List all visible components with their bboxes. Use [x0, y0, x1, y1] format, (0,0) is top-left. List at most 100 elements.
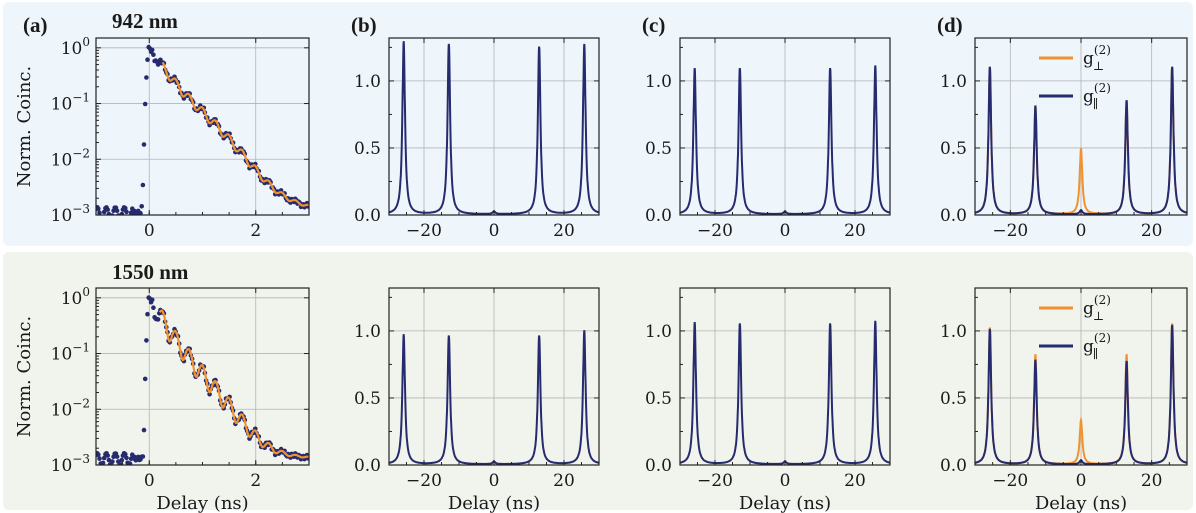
x-tick-label: −20: [697, 471, 733, 491]
fit-line: [158, 309, 309, 459]
y-tick-label: 0.0: [940, 456, 967, 476]
y-tick-exponent: 0: [82, 35, 90, 49]
data-point: [123, 451, 128, 457]
y-tick-label: 1.0: [940, 322, 967, 342]
y-tick-label: 0.5: [354, 389, 381, 409]
data-point: [96, 206, 101, 211]
data-point: [106, 211, 112, 215]
legend-base: g: [1083, 87, 1094, 107]
x-tick-label: 2: [250, 221, 261, 241]
legend-sup: (2): [1094, 81, 1111, 95]
x-tick-label: −20: [992, 471, 1028, 491]
x-tick-label: 0: [489, 221, 500, 241]
data-point: [155, 317, 161, 322]
y-tick-label: 1.0: [354, 72, 381, 92]
row-1-background: [3, 2, 1193, 246]
y-tick-exponent: −2: [72, 396, 90, 410]
data-point: [106, 457, 112, 463]
x-tick-label: 0: [144, 221, 155, 241]
x-tick-label: −20: [992, 221, 1028, 241]
data-point: [119, 457, 125, 463]
y-tick-exponent: −2: [72, 146, 90, 160]
data-point: [151, 305, 156, 311]
x-tick-label: −20: [406, 221, 442, 241]
legend-base: g: [1083, 337, 1094, 357]
x-axis-label: Delay (ns): [156, 493, 248, 513]
x-tick-label: 20: [1141, 471, 1163, 491]
data-point: [110, 459, 115, 464]
data-point: [140, 454, 146, 459]
data-point: [149, 47, 155, 53]
y-tick-label: 10−2: [51, 396, 90, 420]
data-point: [105, 453, 110, 458]
legend-sub: ∥: [1093, 347, 1099, 361]
panel-label: (d): [937, 13, 963, 37]
data-point: [207, 391, 212, 397]
data-point: [105, 207, 110, 212]
data-point: [101, 455, 107, 461]
y-tick-exponent: −1: [72, 341, 90, 355]
x-tick-label: −20: [406, 471, 442, 491]
y-tick-label: 0.5: [940, 139, 967, 159]
legend-label: g(2) ∥: [1083, 331, 1111, 361]
y-tick-label: 1.0: [940, 72, 967, 92]
y-tick-label: 0.0: [645, 206, 672, 226]
x-tick-label: 0: [780, 221, 791, 241]
panel-2: −20 0 20 0.0 0.5 1.0 (b): [351, 13, 600, 241]
y-tick-exponent: 0: [82, 285, 90, 299]
x-tick-label: 0: [144, 471, 155, 491]
legend-label: g(2) ⊥: [1083, 293, 1111, 323]
x-tick-label: −20: [697, 221, 733, 241]
y-tick-label: 0.5: [645, 389, 672, 409]
data-point: [127, 461, 133, 465]
x-tick-label: 20: [553, 221, 575, 241]
x-axis-label: Delay (ns): [1035, 493, 1127, 513]
y-tick-label: 0.0: [354, 206, 381, 226]
data-point: [96, 452, 101, 457]
y-tick-exponent: −3: [72, 452, 90, 466]
y-tick-label: 1.0: [354, 322, 381, 342]
y-tick-label: 1.0: [645, 322, 672, 342]
data-point: [100, 460, 106, 465]
x-tick-label: 0: [1076, 221, 1087, 241]
x-tick-label: 2: [250, 471, 261, 491]
data-point: [145, 57, 150, 62]
row-label-942nm: 942 nm: [112, 9, 178, 33]
x-tick-label: 0: [780, 471, 791, 491]
y-tick-label: 0.0: [354, 456, 381, 476]
legend-sub: ⊥: [1093, 59, 1104, 73]
x-tick-label: 20: [844, 221, 866, 241]
data-layer: [96, 44, 309, 215]
panel-4: −20 0 200.00.51.0(d)g(2) ⊥g(2) ∥: [937, 13, 1188, 241]
y-tick-label: 0.0: [940, 206, 967, 226]
x-tick-label: 0: [489, 471, 500, 491]
data-point: [149, 297, 155, 303]
y-tick-label: 0.5: [940, 389, 967, 409]
data-point: [124, 455, 129, 461]
legend-sup: (2): [1094, 293, 1111, 307]
y-axis-label: Norm. Coinc.: [14, 316, 35, 437]
data-point: [141, 427, 147, 433]
panel-3: −20 0 20 0.0 0.5 1.0 (c): [642, 13, 891, 241]
data-point: [138, 210, 143, 215]
y-tick-label: 0.5: [354, 139, 381, 159]
panel-7: −20 0 20 0.0 0.5 1.0 Delay (ns): [645, 287, 891, 513]
data-point: [144, 75, 149, 80]
panel-label: (a): [23, 13, 48, 37]
data-point: [97, 210, 102, 215]
fit-line: [161, 61, 309, 207]
row-label-1550nm: 1550 nm: [112, 260, 189, 284]
y-tick-label: 1.0: [645, 72, 672, 92]
data-point: [142, 376, 148, 382]
legend-label: g(2) ⊥: [1083, 43, 1111, 73]
panel-6: −20 0 20 0.0 0.5 1.0 Delay (ns): [354, 287, 600, 513]
data-point: [97, 456, 102, 461]
panel-label: (b): [351, 13, 377, 37]
legend-sub: ⊥: [1093, 309, 1104, 323]
legend-label: g(2) ∥: [1083, 81, 1111, 111]
y-axis-label: Norm. Coinc.: [14, 66, 35, 187]
data-point: [101, 209, 107, 215]
